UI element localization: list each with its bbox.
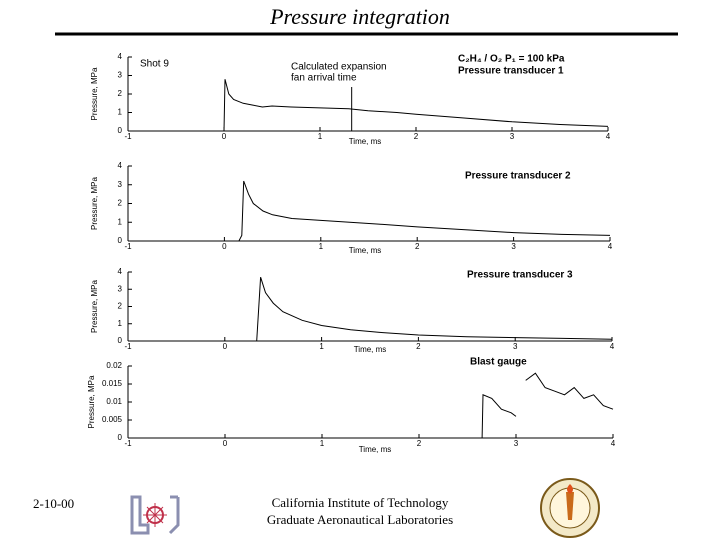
trace	[128, 277, 613, 342]
x-tick-label: 0	[223, 439, 228, 448]
x-tick-label: -1	[124, 439, 132, 448]
x-tick-label: 3	[510, 132, 515, 141]
y-tick-label: 2	[118, 199, 123, 208]
x-tick-label: 4	[610, 342, 615, 351]
x-tick-label: 3	[513, 342, 518, 351]
y-tick-label: 1	[118, 319, 123, 328]
left-logo	[130, 495, 180, 535]
x-tick-label: 3	[514, 439, 519, 448]
y-tick-label: 1	[118, 108, 123, 117]
y-tick-label: 3	[118, 284, 123, 293]
y-axis-label: Pressure, MPa	[90, 176, 99, 229]
trace	[128, 372, 614, 439]
x-tick-label: 4	[606, 132, 611, 141]
footer-institute: California Institute of Technology	[272, 495, 449, 510]
y-tick-label: 0.015	[102, 379, 123, 388]
x-tick-label: 0	[222, 242, 227, 251]
x-tick-label: 1	[320, 439, 325, 448]
footer-lab: Graduate Aeronautical Laboratories	[267, 512, 453, 527]
x-tick-label: 2	[415, 242, 420, 251]
y-tick-label: 0.01	[106, 397, 122, 406]
x-tick-label: 0	[222, 132, 227, 141]
trace	[128, 180, 611, 242]
y-tick-label: 0.02	[106, 361, 122, 370]
y-tick-label: 3	[118, 180, 123, 189]
chart-title: Pressure transducer 1	[458, 66, 564, 77]
annotation: Shot 9	[140, 59, 169, 70]
slide-title: Pressure integration	[269, 4, 450, 29]
y-tick-label: 2	[118, 302, 123, 311]
y-axis-label: Pressure, MPa	[87, 375, 96, 428]
x-tick-label: 2	[414, 132, 419, 141]
chart-title: Blast gauge	[470, 357, 527, 368]
footer-date: 2-10-00	[33, 496, 74, 511]
x-tick-label: 1	[319, 342, 324, 351]
y-tick-label: 4	[118, 161, 123, 170]
x-tick-label: 1	[318, 132, 323, 141]
x-tick-label: 2	[417, 439, 422, 448]
y-tick-label: 4	[118, 52, 123, 61]
chart-title: Pressure transducer 3	[467, 270, 573, 281]
x-tick-label: 2	[416, 342, 421, 351]
x-tick-label: 3	[511, 242, 516, 251]
x-tick-label: 0	[223, 342, 228, 351]
x-tick-label: -1	[124, 342, 132, 351]
x-tick-label: 4	[608, 242, 613, 251]
annotation: C₂H₄ / O₂ P₁ = 100 kPa	[458, 54, 565, 65]
annotation: Calculated expansion	[291, 62, 387, 73]
y-tick-label: 0	[118, 236, 123, 245]
annotation: fan arrival time	[291, 73, 357, 84]
x-axis-label: Time, ms	[359, 445, 392, 454]
y-tick-label: 0.005	[102, 415, 123, 424]
x-tick-label: 4	[611, 439, 616, 448]
chart-title: Pressure transducer 2	[465, 171, 571, 182]
y-tick-label: 1	[118, 217, 123, 226]
y-tick-label: 4	[118, 267, 123, 276]
y-tick-label: 0	[118, 336, 123, 345]
caltech-seal	[540, 478, 600, 538]
x-axis-label: Time, ms	[349, 137, 382, 146]
y-axis-label: Pressure, MPa	[90, 67, 99, 120]
y-tick-label: 2	[118, 89, 123, 98]
x-tick-label: -1	[124, 242, 132, 251]
y-tick-label: 3	[118, 71, 123, 80]
y-tick-label: 0	[118, 433, 123, 442]
x-axis-label: Time, ms	[349, 246, 382, 255]
x-tick-label: -1	[124, 132, 132, 141]
x-axis-label: Time, ms	[354, 345, 387, 354]
y-axis-label: Pressure, MPa	[90, 279, 99, 332]
trace	[128, 79, 609, 132]
x-tick-label: 1	[319, 242, 324, 251]
y-tick-label: 0	[118, 126, 123, 135]
